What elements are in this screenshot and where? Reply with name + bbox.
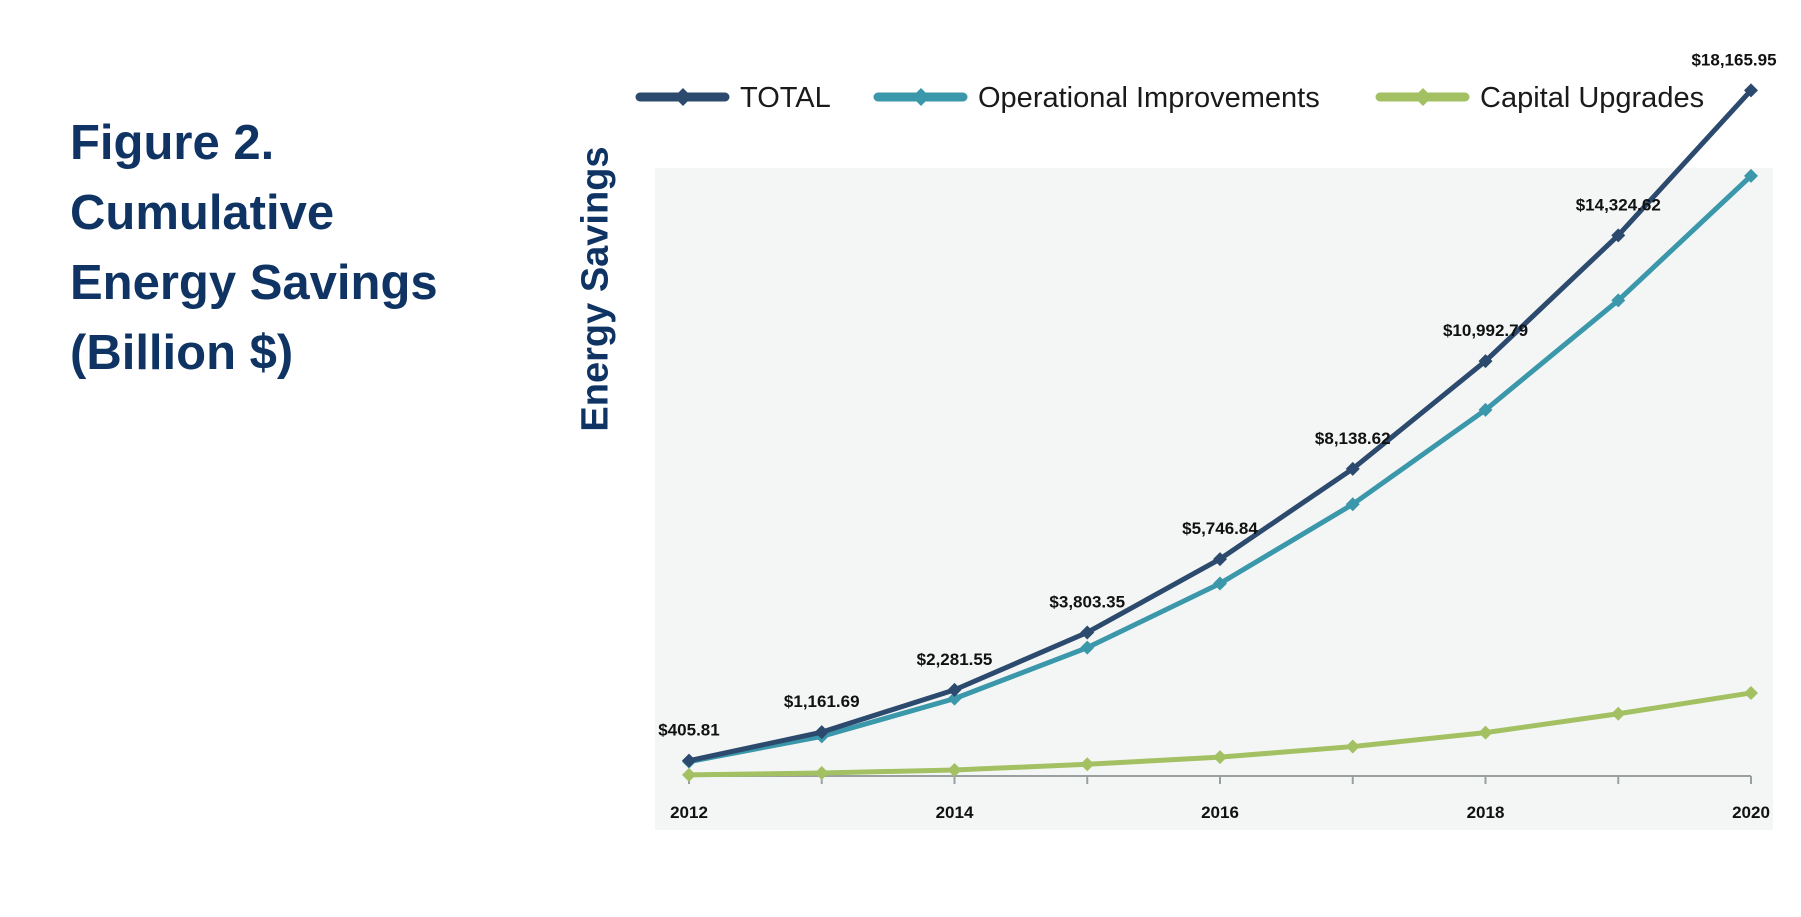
data-label: $5,746.84	[1182, 519, 1258, 538]
legend-label: Capital Upgrades	[1480, 82, 1704, 114]
data-point-marker	[947, 762, 962, 777]
x-tick-label: 2018	[1467, 803, 1505, 822]
data-point-marker	[1478, 725, 1493, 740]
data-label: $14,324.62	[1576, 195, 1661, 214]
data-point-marker	[1744, 83, 1758, 98]
data-point-marker	[1478, 354, 1493, 369]
x-tick-label: 2014	[936, 803, 974, 822]
legend-item: TOTAL	[635, 82, 831, 114]
series-total	[682, 83, 1758, 768]
data-point-marker	[1744, 168, 1758, 183]
data-labels: $405.81 $1,161.69 $2,281.55 $3,803.35 $5,746…	[658, 50, 1776, 739]
data-point-marker	[1213, 576, 1227, 591]
data-point-marker	[1080, 640, 1095, 655]
data-point-marker	[947, 682, 962, 697]
figure-title-line-3: Energy Savings	[70, 256, 438, 310]
legend-item: Capital Upgrades	[1375, 82, 1704, 114]
x-tick-label: 2012	[670, 803, 708, 822]
legend-label: TOTAL	[740, 82, 831, 114]
data-point-marker	[814, 725, 829, 740]
data-point-marker	[1478, 402, 1493, 417]
figure-title: Figure 2. Cumulative Energy Savings (Bil…	[70, 108, 490, 388]
data-point-marker	[1345, 461, 1360, 476]
legend-label: Operational Improvements	[978, 82, 1320, 114]
data-point-marker	[1213, 552, 1227, 567]
data-point-marker	[1213, 750, 1227, 765]
data-label: $18,165.95	[1691, 50, 1776, 69]
data-point-marker	[1080, 757, 1095, 772]
data-label: $10,992.79	[1443, 321, 1528, 340]
series-capital-upgrades	[682, 685, 1758, 782]
data-point-marker	[682, 753, 696, 768]
data-point-marker	[1345, 497, 1360, 512]
data-point-marker	[1611, 293, 1626, 308]
data-point-marker	[1080, 625, 1095, 640]
data-point-marker	[1611, 706, 1626, 721]
figure-title-line-1: Figure 2.	[70, 116, 275, 170]
data-point-marker	[1345, 739, 1360, 754]
x-axis: 2012 2014 2016 2018 2020	[670, 775, 1770, 822]
data-label: $1,161.69	[784, 692, 860, 711]
series-group	[682, 83, 1758, 782]
data-label: $405.81	[658, 721, 719, 740]
legend-item: Operational Improvements	[873, 82, 1320, 114]
x-tick-label: 2020	[1732, 803, 1770, 822]
data-label: $8,138.62	[1315, 429, 1391, 448]
data-label: $2,281.55	[917, 650, 993, 669]
data-point-marker	[1611, 228, 1626, 243]
data-point-marker	[814, 765, 829, 780]
data-point-marker	[1744, 685, 1758, 700]
x-tick-label: 2016	[1201, 803, 1239, 822]
data-label: $3,803.35	[1049, 592, 1125, 611]
legend: TOTAL Operational Improvements Capital Upg…	[635, 82, 1704, 114]
figure-title-line-2: Cumulative	[70, 186, 335, 240]
legend-marker	[674, 88, 692, 106]
data-point-marker	[947, 691, 962, 706]
legend-marker	[1414, 88, 1432, 106]
data-point-marker	[682, 767, 696, 782]
legend-marker	[912, 88, 930, 106]
series-operational-improvements	[682, 168, 1758, 769]
figure-title-line-4: (Billion $)	[70, 326, 294, 380]
